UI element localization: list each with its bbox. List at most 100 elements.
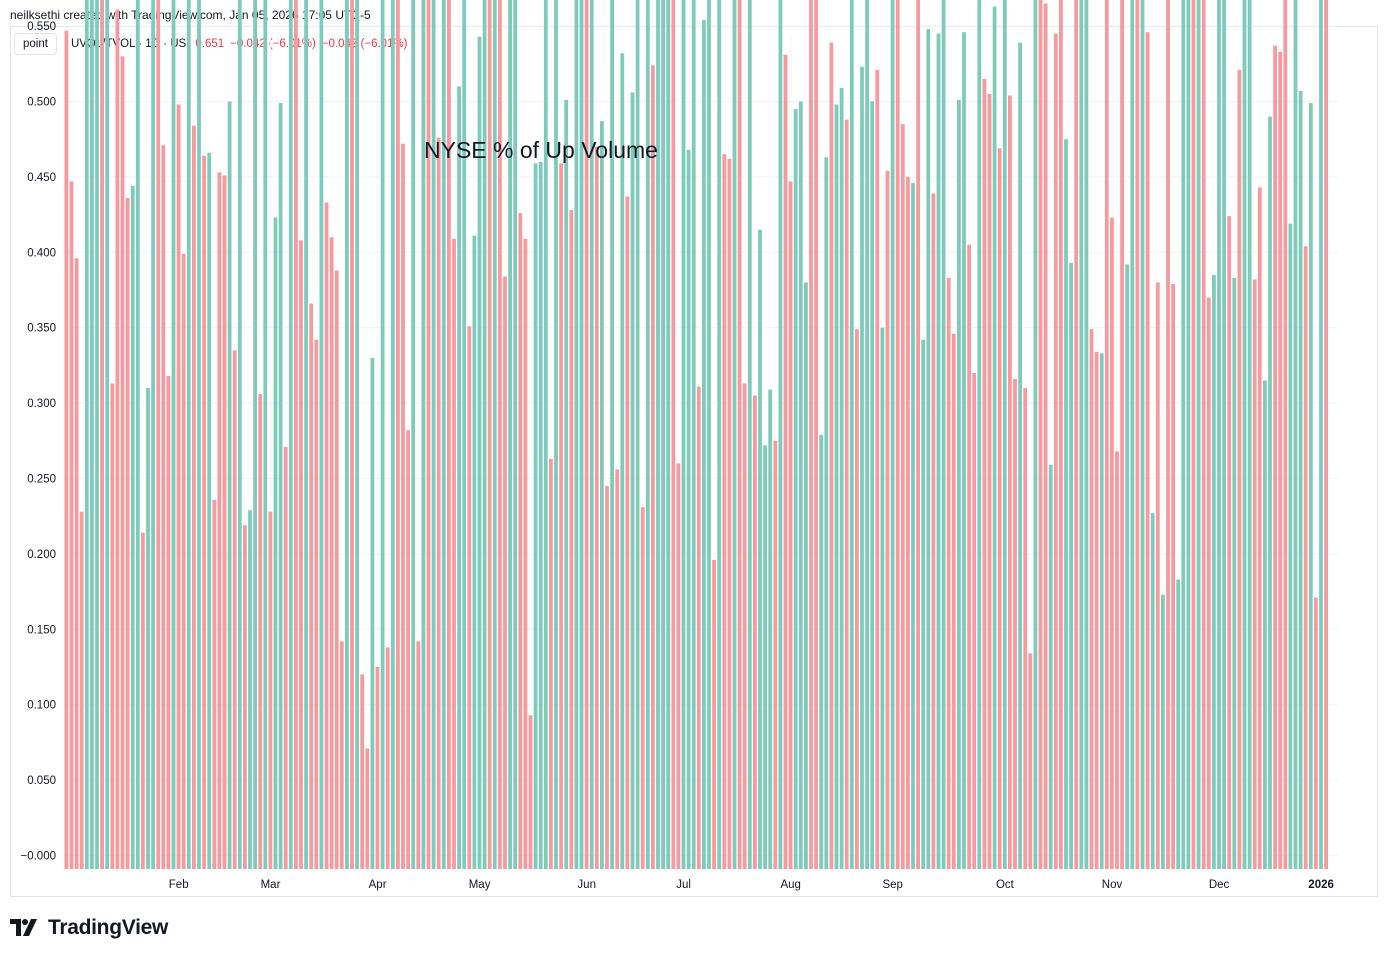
bar [467,326,472,869]
bar [508,0,512,870]
bar [258,394,263,869]
bar [727,158,732,869]
bar [1048,464,1053,869]
bar [1125,264,1130,869]
bar [809,0,813,869]
bar [248,510,252,869]
bar [477,36,482,869]
bar [1033,0,1038,869]
y-tick-label: 0.150 [27,624,56,636]
bar [273,217,278,870]
bar [681,0,686,870]
bar [1074,0,1079,869]
bar [1227,216,1232,869]
bar [355,0,359,869]
y-tick-label: −0.000 [21,851,57,863]
bar [1002,0,1007,869]
bar [452,238,456,869]
bar [916,0,920,869]
tradingview-logo: TradingView [10,916,168,940]
bar [390,0,395,869]
bar [906,176,910,869]
x-tick-label: Apr [369,879,387,891]
x-tick-label: May [469,879,491,891]
bar [141,532,145,869]
bar [722,154,727,869]
bar [865,0,869,870]
bar [931,193,936,869]
bar [1145,32,1150,869]
bar [1104,0,1109,869]
bar [900,124,905,870]
bar [263,0,268,869]
bar [79,511,84,869]
bar [579,0,584,870]
bar [1028,653,1033,869]
bar [620,53,625,869]
bar [1043,3,1048,870]
bar [436,137,441,869]
bar [834,104,839,870]
bar [885,170,890,870]
bar [972,372,977,869]
bar [396,0,400,870]
change-value-repeat: −0.042 (−6.01%) [321,38,408,50]
bar [1252,279,1257,870]
bar [1008,95,1012,869]
bar [1314,597,1318,869]
point-mode-button[interactable]: point [14,33,57,55]
bar [1201,0,1206,869]
bar [564,99,569,869]
bar [1176,579,1181,869]
bar [640,507,645,869]
bar [849,0,854,869]
bar [594,146,599,870]
bar [1069,262,1073,870]
bar [523,238,528,869]
bar [804,282,808,870]
bar [283,446,288,869]
bar [304,0,308,869]
bar [130,185,135,869]
bar [202,155,206,870]
bar [237,0,242,870]
bar [982,78,987,869]
bar [793,109,798,870]
bar [732,0,737,869]
bar [707,0,711,870]
bar [360,674,365,869]
bar [1023,388,1028,869]
bar [666,0,671,869]
bar [1319,0,1323,869]
bar [268,511,273,869]
bar [232,350,237,869]
bar [1242,0,1247,869]
bar [890,0,895,869]
bar [1273,45,1277,870]
bar [1308,103,1313,870]
bar [1324,0,1328,870]
bar [294,0,298,870]
y-tick-label: 0.450 [27,172,56,184]
bar [120,56,125,869]
y-tick-label: 0.200 [27,549,56,561]
bar [365,748,370,869]
bar [676,463,681,869]
bar [870,101,875,869]
bar [421,0,426,870]
bar [487,0,492,869]
bar [426,0,431,870]
bar [788,181,793,869]
bar [95,0,99,869]
bar [146,388,150,869]
bar [1263,380,1267,869]
bar [1094,351,1099,869]
bar [691,0,696,870]
bar [380,0,385,869]
bar [441,0,446,869]
bar [161,145,166,869]
bar [625,196,630,869]
bar [584,0,589,869]
bar [605,486,609,869]
bar [110,383,115,869]
